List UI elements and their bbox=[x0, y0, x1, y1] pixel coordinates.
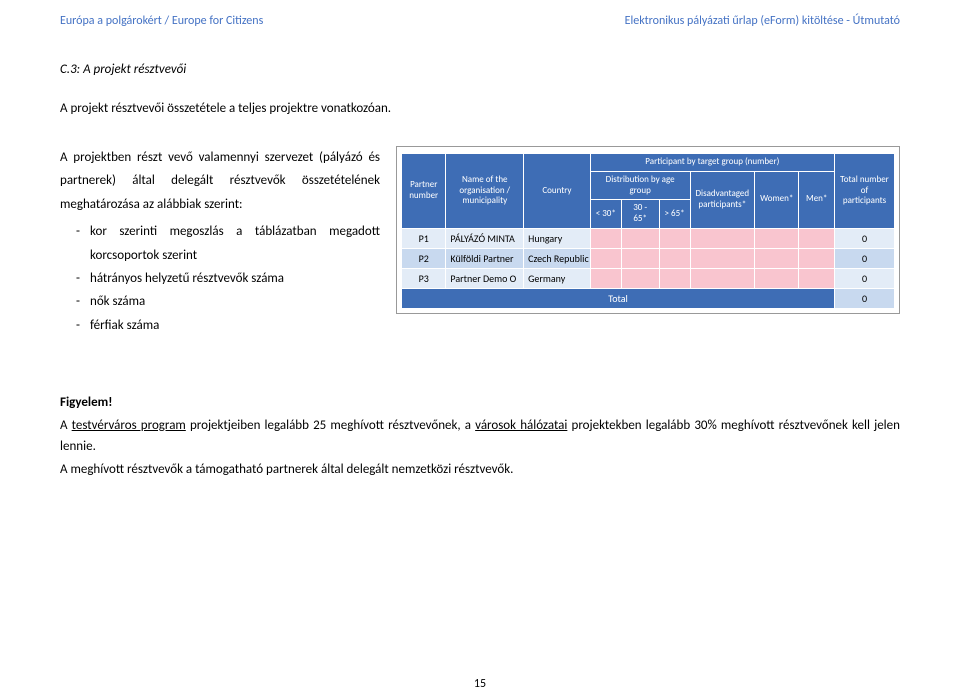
attention-heading: Figyelem! bbox=[60, 393, 900, 414]
cell-org: PÁLYÁZÓ MINTA bbox=[446, 228, 524, 248]
cell-age3[interactable] bbox=[659, 268, 690, 288]
th-country: Country bbox=[524, 154, 591, 229]
bullet-item: férfiak száma bbox=[76, 314, 380, 337]
header-left: Európa a polgárokért / Europe for Citize… bbox=[60, 14, 263, 28]
table-body: P1 PÁLYÁZÓ MINTA Hungary 0 P2 Külföldi P bbox=[402, 228, 895, 288]
th-total: Total number of participants bbox=[834, 154, 894, 229]
cell-age1[interactable] bbox=[590, 268, 621, 288]
cell-org: Külföldi Partner bbox=[446, 248, 524, 268]
attention-p1-d: városok hálózatai bbox=[475, 418, 567, 433]
cell-age3[interactable] bbox=[659, 248, 690, 268]
bullet-item: kor szerinti megoszlás a táblázatban meg… bbox=[76, 220, 380, 267]
page-number: 15 bbox=[0, 677, 960, 691]
table-head: Partner number Name of the organisation … bbox=[402, 154, 895, 229]
th-disadv: Disadvantaged participants* bbox=[690, 171, 754, 228]
cell-age1[interactable] bbox=[590, 248, 621, 268]
footer-label: Total bbox=[402, 288, 835, 308]
cell-men[interactable] bbox=[799, 248, 835, 268]
cell-total: 0 bbox=[834, 248, 894, 268]
bullet-item: hátrányos helyzetű résztvevők száma bbox=[76, 267, 380, 290]
attention-p1-a: A bbox=[60, 418, 72, 433]
cell-age2[interactable] bbox=[621, 248, 659, 268]
cell-age1[interactable] bbox=[590, 228, 621, 248]
cell-disadv[interactable] bbox=[690, 268, 754, 288]
attention-p1-c: projektjeiben legalább 25 meghívott rész… bbox=[186, 418, 475, 433]
left-paragraph: A projektben részt vevő valamennyi szerv… bbox=[60, 146, 380, 216]
table-foot: Total 0 bbox=[402, 288, 895, 308]
th-age1: < 30* bbox=[590, 200, 621, 229]
cell-age2[interactable] bbox=[621, 268, 659, 288]
th-men: Men* bbox=[799, 171, 835, 228]
th-women: Women* bbox=[755, 171, 799, 228]
attention-p1-b: testvérváros program bbox=[72, 418, 186, 433]
cell-women[interactable] bbox=[755, 248, 799, 268]
th-ptg: Participant by target group (number) bbox=[590, 154, 834, 172]
document-page: Európa a polgárokért / Europe for Citize… bbox=[0, 0, 960, 480]
th-age3: > 65* bbox=[659, 200, 690, 229]
cell-total: 0 bbox=[834, 268, 894, 288]
section-title: C.3: A projekt résztvevői bbox=[60, 62, 900, 77]
cell-total: 0 bbox=[834, 228, 894, 248]
cell-disadv[interactable] bbox=[690, 248, 754, 268]
footer-total: 0 bbox=[834, 288, 894, 308]
cell-age3[interactable] bbox=[659, 228, 690, 248]
cell-pnum: P1 bbox=[402, 228, 446, 248]
attention-block: Figyelem! A testvérváros program projekt… bbox=[60, 393, 900, 480]
cell-age2[interactable] bbox=[621, 228, 659, 248]
cell-men[interactable] bbox=[799, 268, 835, 288]
cell-disadv[interactable] bbox=[690, 228, 754, 248]
th-age2: 30 - 65* bbox=[621, 200, 659, 229]
bullet-list: kor szerinti megoszlás a táblázatban meg… bbox=[60, 220, 380, 337]
th-partner-number: Partner number bbox=[402, 154, 446, 229]
cell-country: Germany bbox=[524, 268, 591, 288]
cell-country: Czech Republic bbox=[524, 248, 591, 268]
th-org-name: Name of the organisation / municipality bbox=[446, 154, 524, 229]
bullet-item: nők száma bbox=[76, 290, 380, 313]
table-row: P1 PÁLYÁZÓ MINTA Hungary 0 bbox=[402, 228, 895, 248]
page-header: Európa a polgárokért / Europe for Citize… bbox=[60, 14, 900, 28]
attention-p1: A testvérváros program projektjeiben leg… bbox=[60, 416, 900, 458]
content-row: A projektben részt vevő valamennyi szerv… bbox=[60, 146, 900, 337]
header-right: Elektronikus pályázati űrlap (eForm) kit… bbox=[625, 14, 900, 28]
attention-p2: A meghívott résztvevők a támogatható par… bbox=[60, 460, 900, 481]
table-row: P2 Külföldi Partner Czech Republic 0 bbox=[402, 248, 895, 268]
participants-table: Partner number Name of the organisation … bbox=[401, 153, 895, 309]
cell-women[interactable] bbox=[755, 268, 799, 288]
participants-table-wrap: Partner number Name of the organisation … bbox=[396, 146, 900, 314]
table-row: P3 Partner Demo O Germany 0 bbox=[402, 268, 895, 288]
left-column: A projektben részt vevő valamennyi szerv… bbox=[60, 146, 380, 337]
cell-country: Hungary bbox=[524, 228, 591, 248]
cell-pnum: P3 bbox=[402, 268, 446, 288]
cell-women[interactable] bbox=[755, 228, 799, 248]
cell-men[interactable] bbox=[799, 228, 835, 248]
cell-org: Partner Demo O bbox=[446, 268, 524, 288]
intro-text: A projekt résztvevői összetétele a telje… bbox=[60, 101, 900, 116]
cell-pnum: P2 bbox=[402, 248, 446, 268]
th-dist-age: Distribution by age group bbox=[590, 171, 690, 200]
